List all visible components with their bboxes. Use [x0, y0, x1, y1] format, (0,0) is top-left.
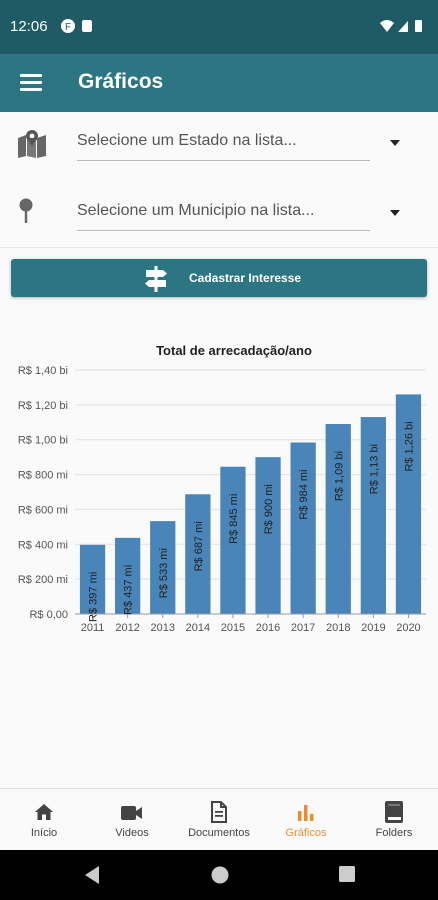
status-bar: 12:06 F: [0, 0, 438, 54]
menu-icon[interactable]: [20, 74, 42, 92]
nav-item-videos[interactable]: Videos: [88, 789, 176, 851]
x-tick-label: 2012: [115, 622, 139, 634]
y-tick-label: R$ 200 mi: [18, 574, 68, 586]
video-camera-icon: [121, 806, 142, 820]
map-icon: [16, 128, 48, 163]
city-select[interactable]: Selecione um Municipio na lista...: [77, 194, 370, 231]
data-labels: R$ 397 mi R$ 437 mi R$ 533 mi R$ 687 mi R$ 8…: [88, 421, 416, 622]
chart-bar: [360, 417, 386, 614]
data-label: R$ 533 mi: [158, 548, 170, 598]
x-tick-label: 2013: [151, 622, 175, 634]
chart-bar: [255, 457, 281, 614]
nav-label-videos: Videos: [115, 827, 149, 839]
y-tick-label: R$ 1,40 bi: [18, 365, 68, 377]
signpost-icon: [144, 266, 168, 297]
chart-bar: [290, 442, 316, 614]
divider: [0, 247, 438, 248]
chart-title: Total de arrecadação/ano: [156, 343, 312, 358]
nav-item-folders[interactable]: Folders: [350, 789, 438, 851]
y-tick-label: R$ 1,00 bi: [18, 435, 68, 447]
y-tick-label: R$ 0,00: [29, 609, 68, 621]
nav-item-graficos[interactable]: Gráficos: [262, 789, 350, 851]
chart-bar: [325, 424, 351, 614]
data-label: R$ 1,13 bi: [368, 444, 380, 494]
x-tick-label: 2011: [81, 622, 105, 634]
home-circle-icon[interactable]: [210, 865, 230, 885]
data-label: R$ 437 mi: [123, 565, 135, 615]
data-label: R$ 397 mi: [88, 572, 100, 622]
bottom-navigation: Início Videos Documentos Gráficos Fo: [0, 788, 438, 851]
y-tick-label: R$ 600 mi: [18, 504, 68, 516]
city-select-placeholder: Selecione um Municipio na lista...: [77, 202, 315, 219]
y-tick-label: R$ 400 mi: [18, 539, 68, 551]
home-icon: [35, 804, 53, 820]
x-tick-label: 2015: [221, 622, 245, 634]
x-tick-label: 2014: [186, 622, 210, 634]
bar-chart-icon: [298, 805, 314, 821]
state-select[interactable]: Selecione um Estado na lista...: [77, 124, 370, 161]
state-chevron-down-icon[interactable]: [390, 140, 400, 146]
nav-label-graficos: Gráficos: [285, 827, 327, 839]
chart-bars: [79, 394, 422, 614]
register-interest-label: Cadastrar Interesse: [189, 271, 302, 285]
book-icon: [385, 801, 403, 823]
system-navigation-bar: [0, 850, 438, 900]
x-axis: 2011 2012 2013 2014 2015 2016 2017 2018 2019 2020: [75, 613, 426, 634]
back-icon[interactable]: [84, 865, 100, 885]
nav-label-folders: Folders: [375, 827, 413, 839]
city-chevron-down-icon[interactable]: [390, 210, 400, 216]
svg-text:F: F: [65, 22, 71, 33]
recents-icon[interactable]: [338, 865, 356, 883]
data-label: R$ 1,09 bi: [333, 451, 345, 501]
y-tick-label: R$ 800 mi: [18, 470, 68, 482]
x-tick-label: 2020: [396, 622, 420, 634]
data-label: R$ 1,26 bi: [403, 421, 415, 471]
data-label: R$ 845 mi: [228, 494, 240, 544]
state-select-placeholder: Selecione um Estado na lista...: [77, 132, 297, 149]
x-tick-label: 2018: [326, 622, 350, 634]
app-bar: Gráficos: [0, 54, 438, 112]
data-label: R$ 900 mi: [263, 484, 275, 534]
status-time: 12:06: [10, 18, 48, 35]
nav-item-documentos[interactable]: Documentos: [175, 789, 263, 851]
register-interest-button[interactable]: Cadastrar Interesse: [11, 259, 427, 297]
x-tick-label: 2016: [256, 622, 280, 634]
data-label: R$ 687 mi: [193, 521, 205, 571]
city-select-row: Selecione um Municipio na lista...: [0, 184, 438, 244]
chart-bar: [115, 537, 141, 614]
pin-icon: [19, 198, 33, 233]
status-notification-icons: F: [60, 18, 100, 39]
revenue-bar-chart: Total de arrecadação/ano R$ 0,00 R$ 200 m…: [18, 343, 426, 634]
x-tick-label: 2017: [291, 622, 315, 634]
chart-bar: [185, 494, 211, 614]
data-label: R$ 984 mi: [298, 470, 310, 520]
status-system-icons: [378, 18, 426, 39]
nav-label-inicio: Início: [30, 827, 58, 839]
x-tick-label: 2019: [361, 622, 385, 634]
y-axis: R$ 0,00 R$ 200 mi R$ 400 mi R$ 600 mi R$ 800…: [18, 365, 68, 621]
nav-item-inicio[interactable]: Início: [0, 789, 88, 851]
chart-bar: [395, 394, 422, 614]
page-title: Gráficos: [78, 70, 164, 93]
chart-bar: [79, 544, 106, 614]
y-tick-label: R$ 1,20 bi: [18, 400, 68, 412]
nav-label-documentos: Documentos: [188, 827, 250, 839]
chart-bar: [220, 466, 246, 614]
chart-bar: [150, 521, 176, 614]
document-icon: [211, 801, 227, 823]
state-select-row: Selecione um Estado na lista...: [0, 114, 438, 174]
